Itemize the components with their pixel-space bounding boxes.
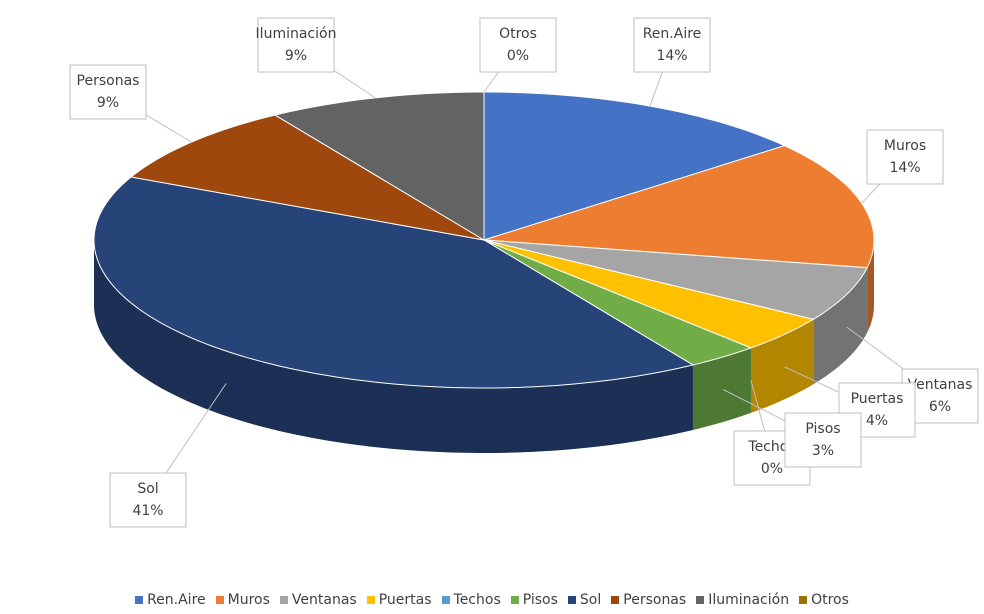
slice <box>483 239 753 366</box>
slice <box>273 91 485 241</box>
label-box <box>69 64 147 120</box>
legend-label: Puertas <box>378 592 432 608</box>
label-value: 9% <box>285 48 307 64</box>
legend-swatch <box>799 596 808 604</box>
legend-swatch <box>510 596 519 604</box>
label-box <box>479 17 557 73</box>
label-value: 9% <box>97 95 119 111</box>
label-value: 0% <box>761 461 783 477</box>
label-value: 14% <box>656 48 687 64</box>
legend-label: Ventanas <box>291 592 357 608</box>
slice <box>129 114 485 241</box>
legend-item: Iluminación <box>696 592 789 608</box>
legend-swatch <box>441 596 450 604</box>
slice-side <box>867 240 874 333</box>
legend-item: Otros <box>799 592 849 608</box>
label-name: Pisos <box>805 421 840 437</box>
legend-label: Personas <box>623 592 687 608</box>
label-name: Otros <box>499 26 537 42</box>
label-box <box>633 17 711 73</box>
legend-swatch <box>279 596 288 604</box>
label-value: 41% <box>132 503 163 519</box>
slice <box>483 91 786 241</box>
legend-label: Muros <box>227 592 270 608</box>
slice-side <box>750 319 814 413</box>
legend-item: Personas <box>611 592 686 608</box>
legend-label: Sol <box>579 592 602 608</box>
label-value: 6% <box>929 399 951 415</box>
legend-label: Iluminación <box>708 592 790 608</box>
legend: Ren.Aire Muros Ventanas Puertas Techos Pisos S… <box>0 592 984 608</box>
legend-swatch <box>366 596 375 604</box>
legend-item: Pisos <box>510 592 558 608</box>
label-name: Iluminación <box>256 26 337 42</box>
slice <box>93 176 695 389</box>
label-value: 0% <box>507 48 529 64</box>
label-name: Muros <box>884 138 926 154</box>
label-box <box>838 382 916 438</box>
label-box <box>109 472 187 528</box>
legend-item: Ventanas <box>279 592 357 608</box>
legend-label: Ren.Aire <box>147 592 206 608</box>
legend-item: Techos <box>441 592 501 608</box>
legend-swatch <box>567 596 576 604</box>
label-name: Ren.Aire <box>643 26 702 42</box>
label-box <box>784 412 862 468</box>
label-name: Personas <box>77 73 140 89</box>
label-value: 14% <box>889 160 920 176</box>
legend-swatch <box>135 596 144 604</box>
legend-item: Muros <box>215 592 270 608</box>
label-name: Ventanas <box>908 377 973 393</box>
legend-swatch <box>696 596 705 604</box>
label-value: 4% <box>866 413 888 429</box>
legend-item: Puertas <box>366 592 432 608</box>
label-name: Puertas <box>851 391 904 407</box>
label-value: 3% <box>812 443 834 459</box>
slice <box>483 145 875 269</box>
legend-swatch <box>215 596 224 604</box>
legend-label: Pisos <box>522 592 558 608</box>
slice-side <box>813 267 868 385</box>
slice-side <box>692 347 751 430</box>
slice <box>483 239 815 349</box>
label-box <box>257 17 335 73</box>
slice <box>483 239 868 320</box>
legend-item: Ren.Aire <box>135 592 206 608</box>
legend-label: Techos <box>453 592 501 608</box>
legend-label: Otros <box>811 592 849 608</box>
legend-item: Sol <box>567 592 602 608</box>
label-name: Techos <box>747 439 795 455</box>
label-box <box>866 129 944 185</box>
legend-swatch <box>611 596 620 604</box>
slice-side <box>94 240 693 453</box>
label-name: Sol <box>137 481 158 497</box>
pie-area: Ren.Aire 14% Muros 14% Ventanas 6% Puertas 4% Te… <box>69 17 979 528</box>
